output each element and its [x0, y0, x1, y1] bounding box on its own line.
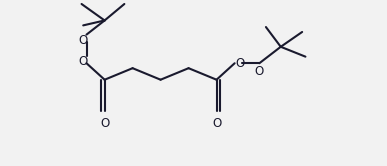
Text: O: O: [78, 55, 87, 68]
Text: O: O: [212, 117, 221, 130]
Text: O: O: [100, 117, 109, 130]
Text: O: O: [255, 65, 264, 78]
Text: O: O: [235, 57, 244, 70]
Text: O: O: [78, 34, 87, 47]
